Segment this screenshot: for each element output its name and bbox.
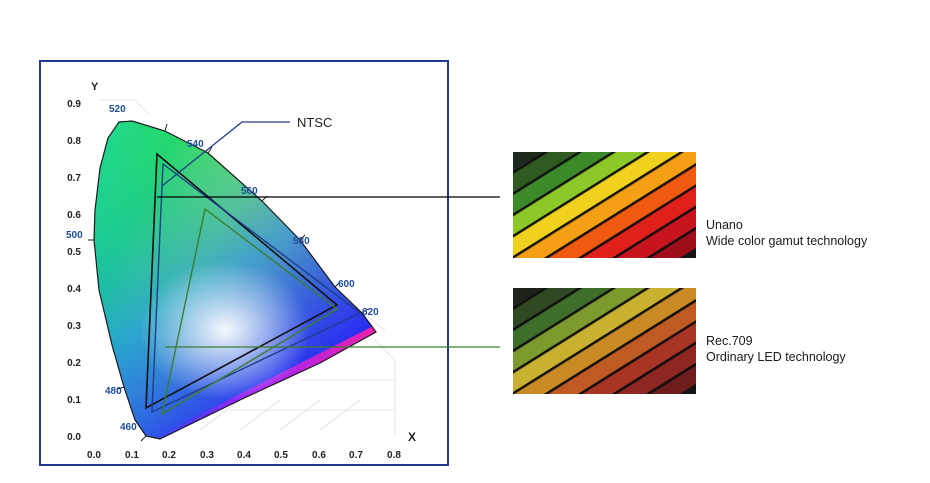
- y-tick: 0.4: [67, 284, 81, 295]
- rec709-gamut-triangle: [160, 207, 339, 416]
- y-tick: 0.3: [67, 321, 81, 332]
- wavelength-label: 460: [120, 422, 137, 433]
- y-tick: 0.0: [67, 432, 81, 443]
- unano-title: Unano: [706, 218, 743, 232]
- y-axis-label: Y: [91, 81, 99, 93]
- wavelength-label: 560: [241, 186, 258, 197]
- wavelength-label: 600: [338, 279, 355, 290]
- y-tick: 0.5: [67, 247, 81, 258]
- rec709-subtitle: Ordinary LED technology: [706, 350, 846, 364]
- x-tick: 0.2: [162, 450, 176, 461]
- spectral-locus-outline: [93, 120, 377, 440]
- x-tick: 0.8: [387, 450, 401, 461]
- unano-subtitle: Wide color gamut technology: [706, 234, 868, 248]
- wavelength-label: 540: [187, 139, 204, 150]
- y-tick: 0.7: [67, 173, 81, 184]
- x-tick: 0.7: [349, 450, 363, 461]
- wavelength-label: 620: [362, 307, 379, 318]
- wavelength-label: 480: [105, 386, 122, 397]
- x-tick: 0.5: [274, 450, 288, 461]
- wavelength-label: 500: [66, 230, 83, 241]
- ntsc-gamut-triangle: [151, 162, 362, 414]
- y-tick: 0.6: [67, 210, 81, 221]
- wavelength-label: 580: [293, 236, 310, 247]
- y-tick: 0.1: [67, 395, 81, 406]
- y-tick: 0.9: [67, 99, 81, 110]
- unano-gamut-triangle: [145, 152, 339, 410]
- rec709-sample-image: [513, 288, 696, 394]
- x-axis-ticks: 0.0 0.1 0.2 0.3 0.4 0.5 0.6 0.7 0.8: [87, 450, 401, 461]
- x-tick: 0.4: [237, 450, 251, 461]
- x-tick: 0.3: [200, 450, 214, 461]
- rec709-title: Rec.709: [706, 334, 753, 348]
- wavelength-labels: 520 540 560 580 600 620 500 480 460: [66, 104, 379, 433]
- ntsc-pointer-line: [161, 121, 290, 187]
- x-axis-label: X: [408, 430, 416, 444]
- x-tick: 0.1: [125, 450, 139, 461]
- unano-caption: Unano Wide color gamut technology: [706, 217, 867, 249]
- rec709-caption: Rec.709 Ordinary LED technology: [706, 333, 846, 365]
- ntsc-label: NTSC: [297, 115, 332, 130]
- y-axis-ticks: 0.0 0.1 0.2 0.3 0.4 0.5 0.6 0.7 0.8 0.9: [67, 99, 81, 443]
- x-tick: 0.0: [87, 450, 101, 461]
- y-tick: 0.8: [67, 136, 81, 147]
- unano-sample-image: [513, 152, 696, 258]
- wavelength-label: 520: [109, 104, 126, 115]
- x-tick: 0.6: [312, 450, 326, 461]
- y-tick: 0.2: [67, 358, 81, 369]
- locus-ticks: [88, 123, 369, 442]
